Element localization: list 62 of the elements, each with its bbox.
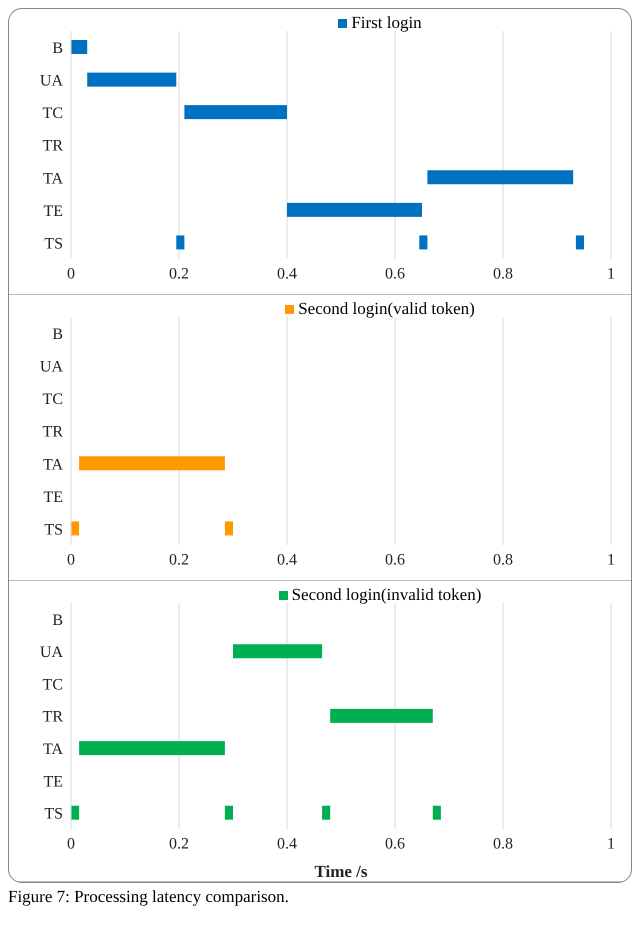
- y-tick-label: TC: [42, 391, 63, 408]
- y-tick-label: TA: [42, 740, 64, 758]
- y-tick-label: B: [52, 40, 63, 57]
- y-tick-label: B: [52, 612, 63, 629]
- x-tick-label: 0.2: [169, 551, 189, 568]
- x-tick-label: 1: [607, 265, 615, 282]
- y-tick-label: TC: [42, 105, 63, 122]
- x-tick-label: 1: [607, 551, 615, 568]
- x-tick-label: 0.2: [169, 835, 189, 852]
- x-tick-label: 0.4: [277, 265, 297, 282]
- x-tick-label: 0: [67, 265, 75, 282]
- x-axis-title: Time /s: [314, 862, 368, 881]
- bar: [419, 235, 428, 250]
- y-tick-label: TA: [42, 456, 64, 474]
- bar: [322, 806, 330, 820]
- bar: [184, 105, 287, 120]
- y-tick-label: TR: [42, 424, 64, 441]
- x-tick-label: 1: [607, 835, 615, 852]
- legend-label: Second login(valid token): [297, 299, 475, 319]
- y-tick-label: B: [52, 326, 63, 343]
- bar: [79, 456, 225, 470]
- x-tick-label: 0.2: [169, 265, 189, 282]
- bar: [432, 806, 441, 820]
- y-tick-label: UA: [40, 358, 64, 376]
- y-tick-label: TR: [42, 138, 64, 155]
- x-tick-label: 0: [67, 551, 75, 568]
- legend-label: First login: [350, 13, 422, 33]
- x-tick-label: 0.8: [493, 551, 513, 568]
- y-tick-label: TR: [42, 708, 64, 726]
- bar: [330, 708, 433, 723]
- bar: [71, 521, 80, 536]
- y-tick-label: TE: [43, 202, 63, 220]
- bar: [176, 235, 184, 250]
- x-tick-label: 0.8: [493, 835, 513, 852]
- bar: [71, 806, 80, 820]
- bar: [576, 235, 584, 250]
- y-tick-label: UA: [40, 644, 64, 662]
- bar: [427, 170, 574, 184]
- x-tick-label: 0.8: [493, 265, 513, 282]
- x-tick-label: 0.4: [277, 551, 297, 568]
- y-tick-label: TS: [44, 806, 63, 823]
- x-tick-label: 0.4: [277, 835, 297, 852]
- bar: [224, 521, 233, 536]
- x-tick-label: 0.6: [385, 835, 405, 852]
- bar: [71, 40, 88, 54]
- x-tick-label: 0.6: [385, 265, 405, 282]
- y-tick-label: UA: [40, 72, 64, 90]
- x-tick-label: 0.6: [385, 551, 405, 568]
- y-tick-label: TA: [42, 170, 64, 188]
- bar: [87, 72, 176, 87]
- y-tick-label: TE: [43, 773, 63, 790]
- x-tick-label: 0: [67, 835, 75, 852]
- bar: [287, 202, 422, 217]
- legend-label: Second login(invalid token): [290, 585, 482, 605]
- y-tick-label: TS: [44, 235, 63, 252]
- y-tick-label: TE: [43, 488, 63, 506]
- bar: [224, 806, 233, 820]
- bar: [233, 644, 322, 658]
- y-tick-label: TC: [42, 676, 63, 694]
- bar: [79, 741, 225, 756]
- caption: Figure 7: Processing latency comparison.: [8, 887, 290, 907]
- y-tick-label: TS: [44, 521, 63, 538]
